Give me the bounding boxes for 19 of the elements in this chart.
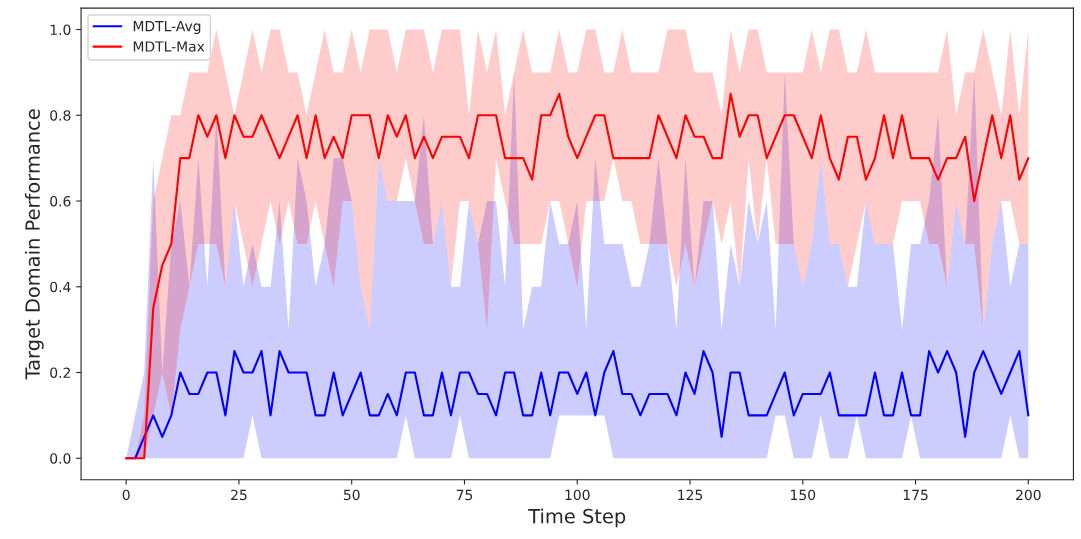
y-axis-title: Target Domain Performance [24,109,44,380]
x-tick-label: 50 [343,489,360,501]
legend-label: MDTL-Avg [133,21,201,35]
x-tick-label: 0 [122,489,130,501]
x-tick-label: 25 [231,489,247,501]
y-tick-label: 0.4 [50,281,71,293]
y-tick-label: 0.8 [50,110,71,121]
y-tick-label: 0.2 [50,367,70,378]
x-tick-label: 100 [565,489,590,501]
y-tick-label: 0.0 [50,453,71,464]
x-tick-label: 175 [903,489,928,501]
x-tick-label: 75 [456,489,473,501]
y-tick-label: 0.6 [50,195,71,207]
x-tick-label: 125 [678,489,703,501]
x-tick-label: 150 [791,489,816,501]
x-tick-label: 200 [1016,489,1041,501]
y-tick-label: 1.0 [50,24,71,35]
legend-label: MDTL-Max [133,41,205,52]
x-axis-title: Time Step [528,508,626,528]
